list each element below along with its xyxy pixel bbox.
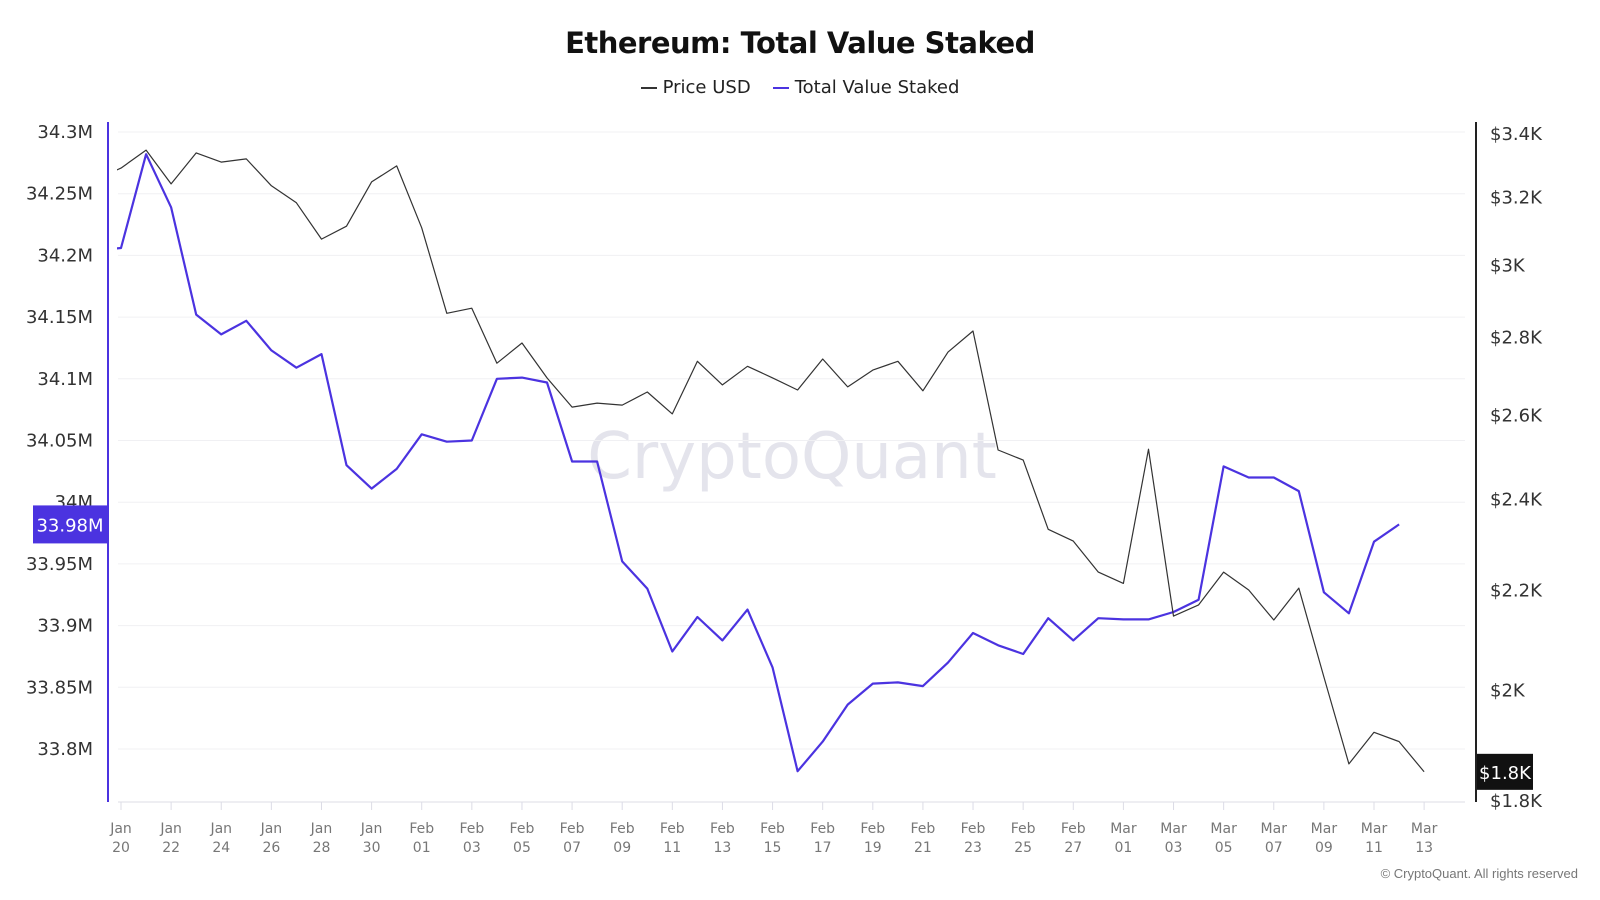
x-tick-label-month: Feb (409, 821, 434, 837)
x-tick-label-month: Feb (560, 821, 585, 837)
x-tick-label-day: 09 (613, 840, 631, 856)
x-tick-label-day: 13 (1415, 840, 1433, 856)
x-tick-label-month: Feb (1061, 821, 1086, 837)
x-tick-label-day: 05 (1215, 840, 1233, 856)
right-tick-label: $3K (1490, 255, 1526, 276)
series-line-price-usd (117, 149, 1425, 773)
x-tick-label-day: 25 (1014, 840, 1032, 856)
x-tick-label-month: Jan (260, 821, 283, 837)
x-tick-label-month: Mar (1160, 821, 1187, 837)
right-tick-label: $2.8K (1490, 328, 1543, 349)
right-current-value-badge (1477, 753, 1533, 790)
left-tick-label: 34.25M (26, 184, 93, 205)
left-current-value-badge (33, 505, 108, 544)
chart-title: Ethereum: Total Value Staked (565, 26, 1035, 60)
x-tick-label-month: Feb (760, 821, 785, 837)
x-tick-label-month: Mar (1210, 821, 1237, 837)
legend-label-staked: Total Value Staked (794, 77, 960, 98)
x-tick-label-month: Jan (159, 821, 182, 837)
right-tick-label: $1.8K (1490, 791, 1543, 812)
right-tick-label: $2.4K (1490, 489, 1543, 510)
copyright-notice: © CryptoQuant. All rights reserved (1380, 866, 1578, 881)
x-tick-label-month: Jan (360, 821, 383, 837)
legend-item-price[interactable]: Price USD (640, 77, 751, 98)
x-tick-label-day: 01 (1114, 840, 1132, 856)
x-tick-label-day: 27 (1064, 840, 1082, 856)
right-tick-label: $3.2K (1490, 188, 1543, 209)
x-tick-label-day: 03 (463, 840, 481, 856)
x-tick-label-month: Feb (810, 821, 835, 837)
x-tick-label-day: 17 (814, 840, 832, 856)
series-line-total-value-staked (117, 153, 1400, 773)
left-tick-label: 33.95M (26, 554, 93, 575)
right-tick-label: $2.6K (1490, 405, 1543, 426)
left-tick-label: 34.15M (26, 307, 93, 328)
x-tick-label-day: 11 (1365, 840, 1383, 856)
x-tick-label-month: Jan (310, 821, 333, 837)
left-tick-label: 34.3M (37, 122, 93, 143)
x-tick-label-day: 09 (1315, 840, 1333, 856)
x-tick-label-day: 07 (1265, 840, 1283, 856)
x-tick-label-month: Feb (610, 821, 635, 837)
legend-item-staked[interactable]: Total Value Staked (772, 77, 960, 98)
legend-swatch-staked (772, 86, 789, 89)
axis-badges: 33.98M $1.8K (33, 505, 1533, 790)
series-group (117, 149, 1425, 773)
x-tick-label-month: Jan (109, 821, 132, 837)
right-tick-label: $2K (1490, 681, 1526, 702)
x-tick-label-day: 23 (964, 840, 982, 856)
x-tick-label-month: Mar (1110, 821, 1137, 837)
x-tick-label-month: Jan (209, 821, 232, 837)
left-tick-label: 34.05M (26, 431, 93, 452)
right-axis: $3.4K $3.2K $3K $2.8K $2.6K $2.4K $2.2K $2K $1.8… (1475, 122, 1543, 812)
grid-lines (118, 131, 1465, 750)
x-tick-label-month: Mar (1411, 821, 1438, 837)
left-tick-label: 34.2M (37, 245, 93, 266)
legend-swatch-price (640, 86, 657, 89)
x-tick-label-day: 30 (363, 840, 381, 856)
x-tick-label-month: Feb (1011, 821, 1036, 837)
left-tick-label: 34.1M (37, 369, 93, 390)
x-tick-label-day: 21 (914, 840, 932, 856)
x-tick-label-day: 26 (262, 840, 280, 856)
x-tick-label-day: 28 (313, 840, 331, 856)
left-tick-label: 33.85M (26, 677, 93, 698)
x-tick-label-day: 05 (513, 840, 531, 856)
x-tick-label-month: Mar (1311, 821, 1338, 837)
legend-label-price: Price USD (662, 77, 751, 98)
right-current-value-label: $1.8K (1479, 763, 1532, 784)
right-tick-label: $3.4K (1490, 124, 1543, 145)
watermark: CryptoQuant (587, 420, 997, 494)
x-tick-label-month: Feb (510, 821, 535, 837)
x-tick-label-day: 24 (212, 840, 230, 856)
x-tick-label-month: Feb (911, 821, 936, 837)
x-tick-label-month: Feb (459, 821, 484, 837)
x-axis: Jan 20 Jan 22 Jan 24 Jan 26 Jan 28 Jan 30 Feb 01 Feb 03… (109, 801, 1465, 856)
x-tick-label-day: 07 (563, 840, 581, 856)
left-tick-label: 33.8M (37, 739, 93, 760)
x-tick-label-day: 11 (663, 840, 681, 856)
x-tick-label-month: Feb (710, 821, 735, 837)
x-tick-label-day: 22 (162, 840, 180, 856)
x-tick-label-month: Mar (1261, 821, 1288, 837)
left-tick-label: 33.9M (37, 616, 93, 637)
right-tick-label: $2.2K (1490, 581, 1543, 602)
left-current-value-label: 33.98M (36, 515, 103, 536)
x-tick-label-day: 20 (112, 840, 130, 856)
x-tick-label-day: 01 (413, 840, 431, 856)
left-axis: 34.3M34.25M34.2M34.15M34.1M34.05M34M33.9… (26, 122, 109, 802)
x-tick-label-day: 03 (1165, 840, 1183, 856)
x-tick-label-month: Feb (660, 821, 685, 837)
x-tick-label-month: Feb (961, 821, 986, 837)
x-tick-label-day: 13 (714, 840, 732, 856)
legend: Price USD Total Value Staked (0, 77, 1600, 98)
x-tick-label-month: Feb (860, 821, 885, 837)
x-tick-label-day: 15 (764, 840, 782, 856)
x-tick-label-month: Mar (1361, 821, 1388, 837)
x-tick-label-day: 19 (864, 840, 882, 856)
